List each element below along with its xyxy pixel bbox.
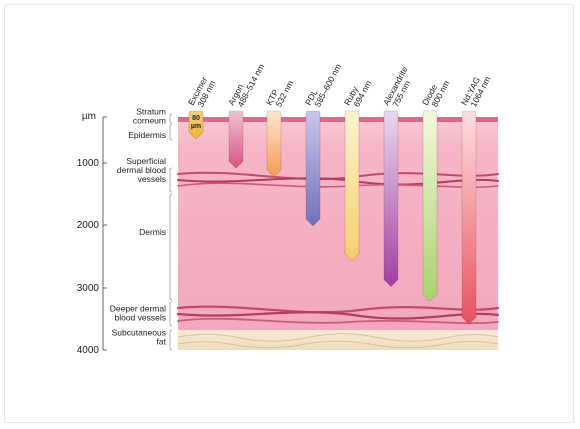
epidermis-layer [178,121,498,146]
laser-label: Alexandrite755 nm [381,64,418,111]
layer-label-text: Stratum corneum [133,107,166,126]
laser-bar-shape [188,110,204,140]
laser-bar-shape [228,110,244,169]
depth-tick-label: 3000 [77,283,100,294]
depth-tick: 1000 [77,158,107,169]
laser-bar-shape [461,110,477,325]
layer-bracket [169,167,173,193]
layer-bracket [169,113,173,124]
subcutaneous-fat-layer [177,330,499,350]
laser-label: Ruby694 nm [342,75,373,112]
laser-label: PDL585–600 nm [303,58,343,111]
depth-tick: 4000 [77,345,107,356]
laser-bar-shape [422,110,438,302]
depth-tick-label: 4000 [77,345,100,356]
layer-labels: Stratum corneum Epidermis Superficial dermal… [110,107,173,351]
layer-label-text: Deeper dermal blood vessels [110,304,166,323]
layer-bracket [169,329,173,351]
layer-label-text: Superficial dermal blood vessels [117,156,166,184]
depth-tick-label: 2000 [77,220,100,231]
layer-label-text: Subcutaneous fat [112,328,167,347]
dermis-layer [178,140,498,330]
layer-label: Subcutaneous fat [112,328,173,351]
laser-bar-shape [305,110,321,227]
laser-label: Diode800 nm [420,75,451,112]
laser-bar-shape [383,110,399,288]
depth-axis: µm 1000 2000 3000 4000 [77,111,107,356]
depth-axis-unit: µm [82,111,96,122]
layer-label-text: Epidermis [128,130,166,140]
layer-label: Stratum corneum [133,107,173,126]
layer-label: Epidermis [128,123,173,141]
layer-bracket [169,193,173,301]
depth-tick: 2000 [77,220,107,231]
layer-label-text: Dermis [139,227,166,237]
laser-bar-shape [344,110,360,262]
depth-tick-label: 1000 [77,158,100,169]
laser-label: Nd:YAG1064 nm [459,70,493,111]
layer-label: Superficial dermal blood vessels [117,156,173,193]
layer-label: Dermis [139,193,173,301]
layer-label: Deeper dermal blood vessels [110,301,173,327]
laser-label: Argon488–514 nm [226,58,266,111]
stratum-corneum-layer [178,117,498,122]
layer-bracket [169,123,173,141]
laser-label: KTP532 nm [264,75,295,112]
layer-bracket [169,301,173,327]
skin-cross-section [176,117,500,350]
deeper-vessels [176,305,500,325]
laser-wavelength: 585–600 nm [312,62,343,108]
penetration-depth-badge: 80 µm [191,115,201,130]
depth-tick: 3000 [77,283,107,294]
laser-label: Excimer308 nm [186,75,217,112]
laser-bar-shape [266,110,282,178]
